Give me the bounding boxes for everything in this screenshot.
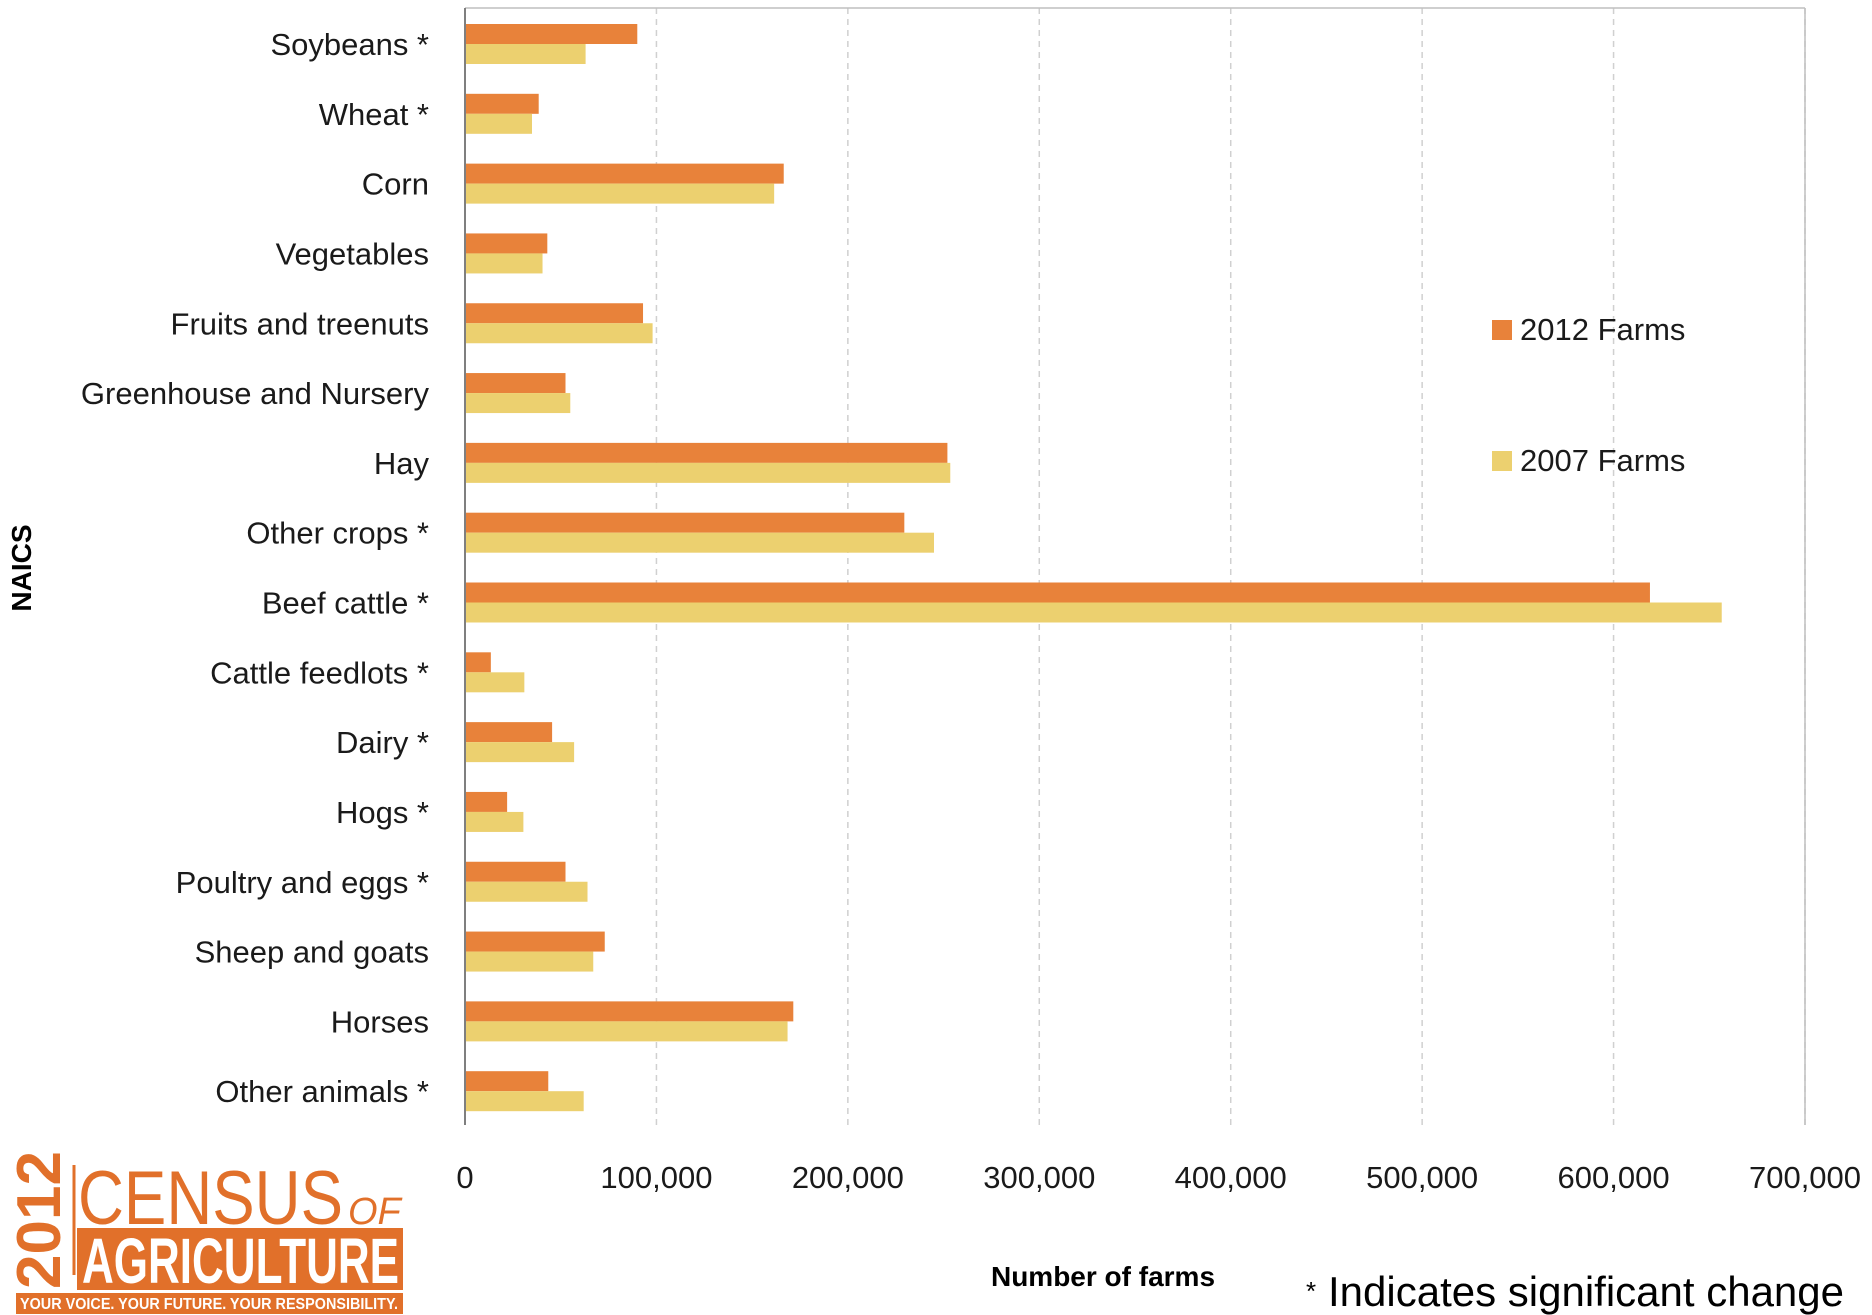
x-axis-title: Number of farms [991,1261,1215,1292]
bar-2007 [465,602,1722,623]
x-tick-label: 700,000 [1749,1160,1861,1195]
category-label: Other animals * [215,1074,429,1109]
logo-tagline-band [16,1293,403,1314]
x-tick-label: 600,000 [1558,1160,1670,1195]
category-label: Wheat * [319,97,429,132]
legend-swatch-2007 [1492,451,1512,471]
bar-2012 [465,1071,549,1092]
category-label: Fruits and treenuts [171,306,429,341]
bar-2012 [465,373,566,394]
x-tick-labels: 0 100,000 200,000 300,000 400,000 500,000 600,… [456,1160,1861,1195]
x-tick-label: 100,000 [600,1160,712,1195]
x-tick-label: 0 [456,1160,473,1195]
category-labels: Soybeans * Wheat * Corn Vegetables Fruits an… [81,27,430,1109]
logo-agriculture-band [77,1228,403,1290]
category-label: Hay [374,446,430,481]
category-label: Other crops * [246,516,429,551]
x-tick-label: 300,000 [983,1160,1095,1195]
legend-label-2012: 2012 Farms [1520,312,1685,347]
category-label: Cattle feedlots * [210,655,429,690]
legend: 2012 Farms 2007 Farms [1492,312,1685,478]
bar-2012 [465,163,784,184]
bar-2007 [465,951,594,972]
bar-2007 [465,183,775,204]
bar-2007 [465,1021,788,1042]
bar-2012 [465,791,508,812]
bar-2007 [465,811,524,832]
bar-2007 [465,44,586,64]
axes [464,7,1806,1125]
bar-2007 [465,881,588,902]
footnote-star: * [1306,1276,1316,1306]
footnote-text: Indicates significant change [1328,1268,1844,1315]
legend-swatch-2012 [1492,320,1512,340]
category-label: Soybeans * [270,27,429,62]
x-tick-label: 400,000 [1175,1160,1287,1195]
bar-2012 [465,512,905,533]
category-label: Hogs * [336,795,429,830]
bar-2012 [465,931,605,952]
x-tick-label: 200,000 [792,1160,904,1195]
logo-agriculture: AGRICULTURE [82,1225,399,1297]
bar-2007 [465,393,571,414]
grid-lines [655,8,1806,1125]
category-label: Beef cattle * [262,586,429,621]
category-label: Sheep and goats [195,935,429,970]
category-label: Vegetables [276,236,429,271]
bars [465,24,1722,1112]
bar-2007 [465,462,951,483]
bar-2012 [465,652,491,673]
logo-of: OF [348,1191,403,1233]
legend-label-2007: 2007 Farms [1520,443,1685,478]
category-label: Greenhouse and Nursery [81,376,430,411]
bar-2012 [465,861,566,882]
y-axis-title: NAICS [6,524,37,611]
bar-2007 [465,532,934,553]
bar-2012 [465,442,948,463]
category-label: Dairy * [336,725,429,760]
census-of-agriculture-logo: 2012 CENSUS OF AGRICULTURE YOUR VOICE. Y… [5,1151,403,1314]
logo-census: CENSUS [78,1156,343,1241]
bar-2012 [465,24,638,44]
bar-2007 [465,253,543,274]
bar-2012 [465,582,1650,603]
bar-2012 [465,1001,794,1022]
category-label: Corn [362,167,429,202]
logo-year: 2012 [5,1151,74,1289]
bar-2007 [465,113,532,134]
significance-footnote: * Indicates significant change [1306,1268,1844,1315]
bar-2007 [465,672,525,693]
x-tick-label: 500,000 [1366,1160,1478,1195]
bar-2012 [465,722,553,743]
category-label: Poultry and eggs * [176,865,429,900]
bar-2007 [465,742,575,763]
logo-tagline: YOUR VOICE. YOUR FUTURE. YOUR RESPONSIBI… [20,1296,398,1313]
bar-2012 [465,303,644,324]
bar-2012 [465,233,548,254]
bar-2007 [465,323,653,344]
bar-2012 [465,93,539,114]
category-label: Horses [331,1004,429,1039]
bar-2007 [465,1091,584,1112]
